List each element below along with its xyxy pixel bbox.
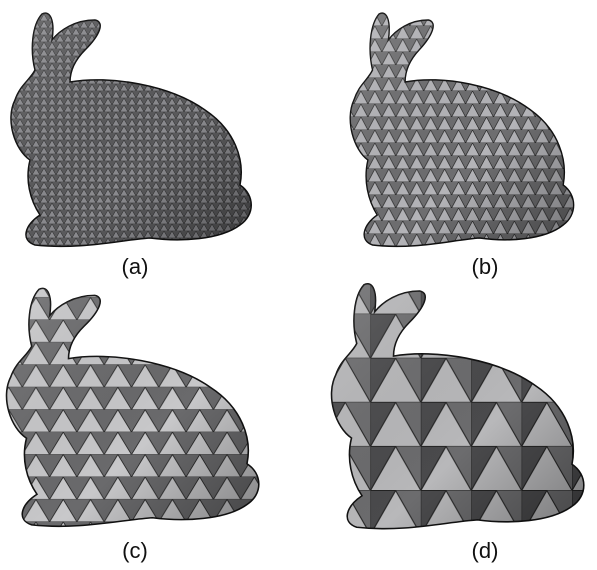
mesh-c	[5, 287, 260, 528]
caption: (c)	[122, 538, 148, 563]
mesh-a	[10, 12, 252, 248]
caption: (a)	[122, 254, 149, 279]
caption: (b)	[472, 254, 499, 279]
caption: (d)	[472, 538, 499, 563]
mesh-d	[330, 282, 585, 530]
mesh-b	[349, 12, 575, 248]
